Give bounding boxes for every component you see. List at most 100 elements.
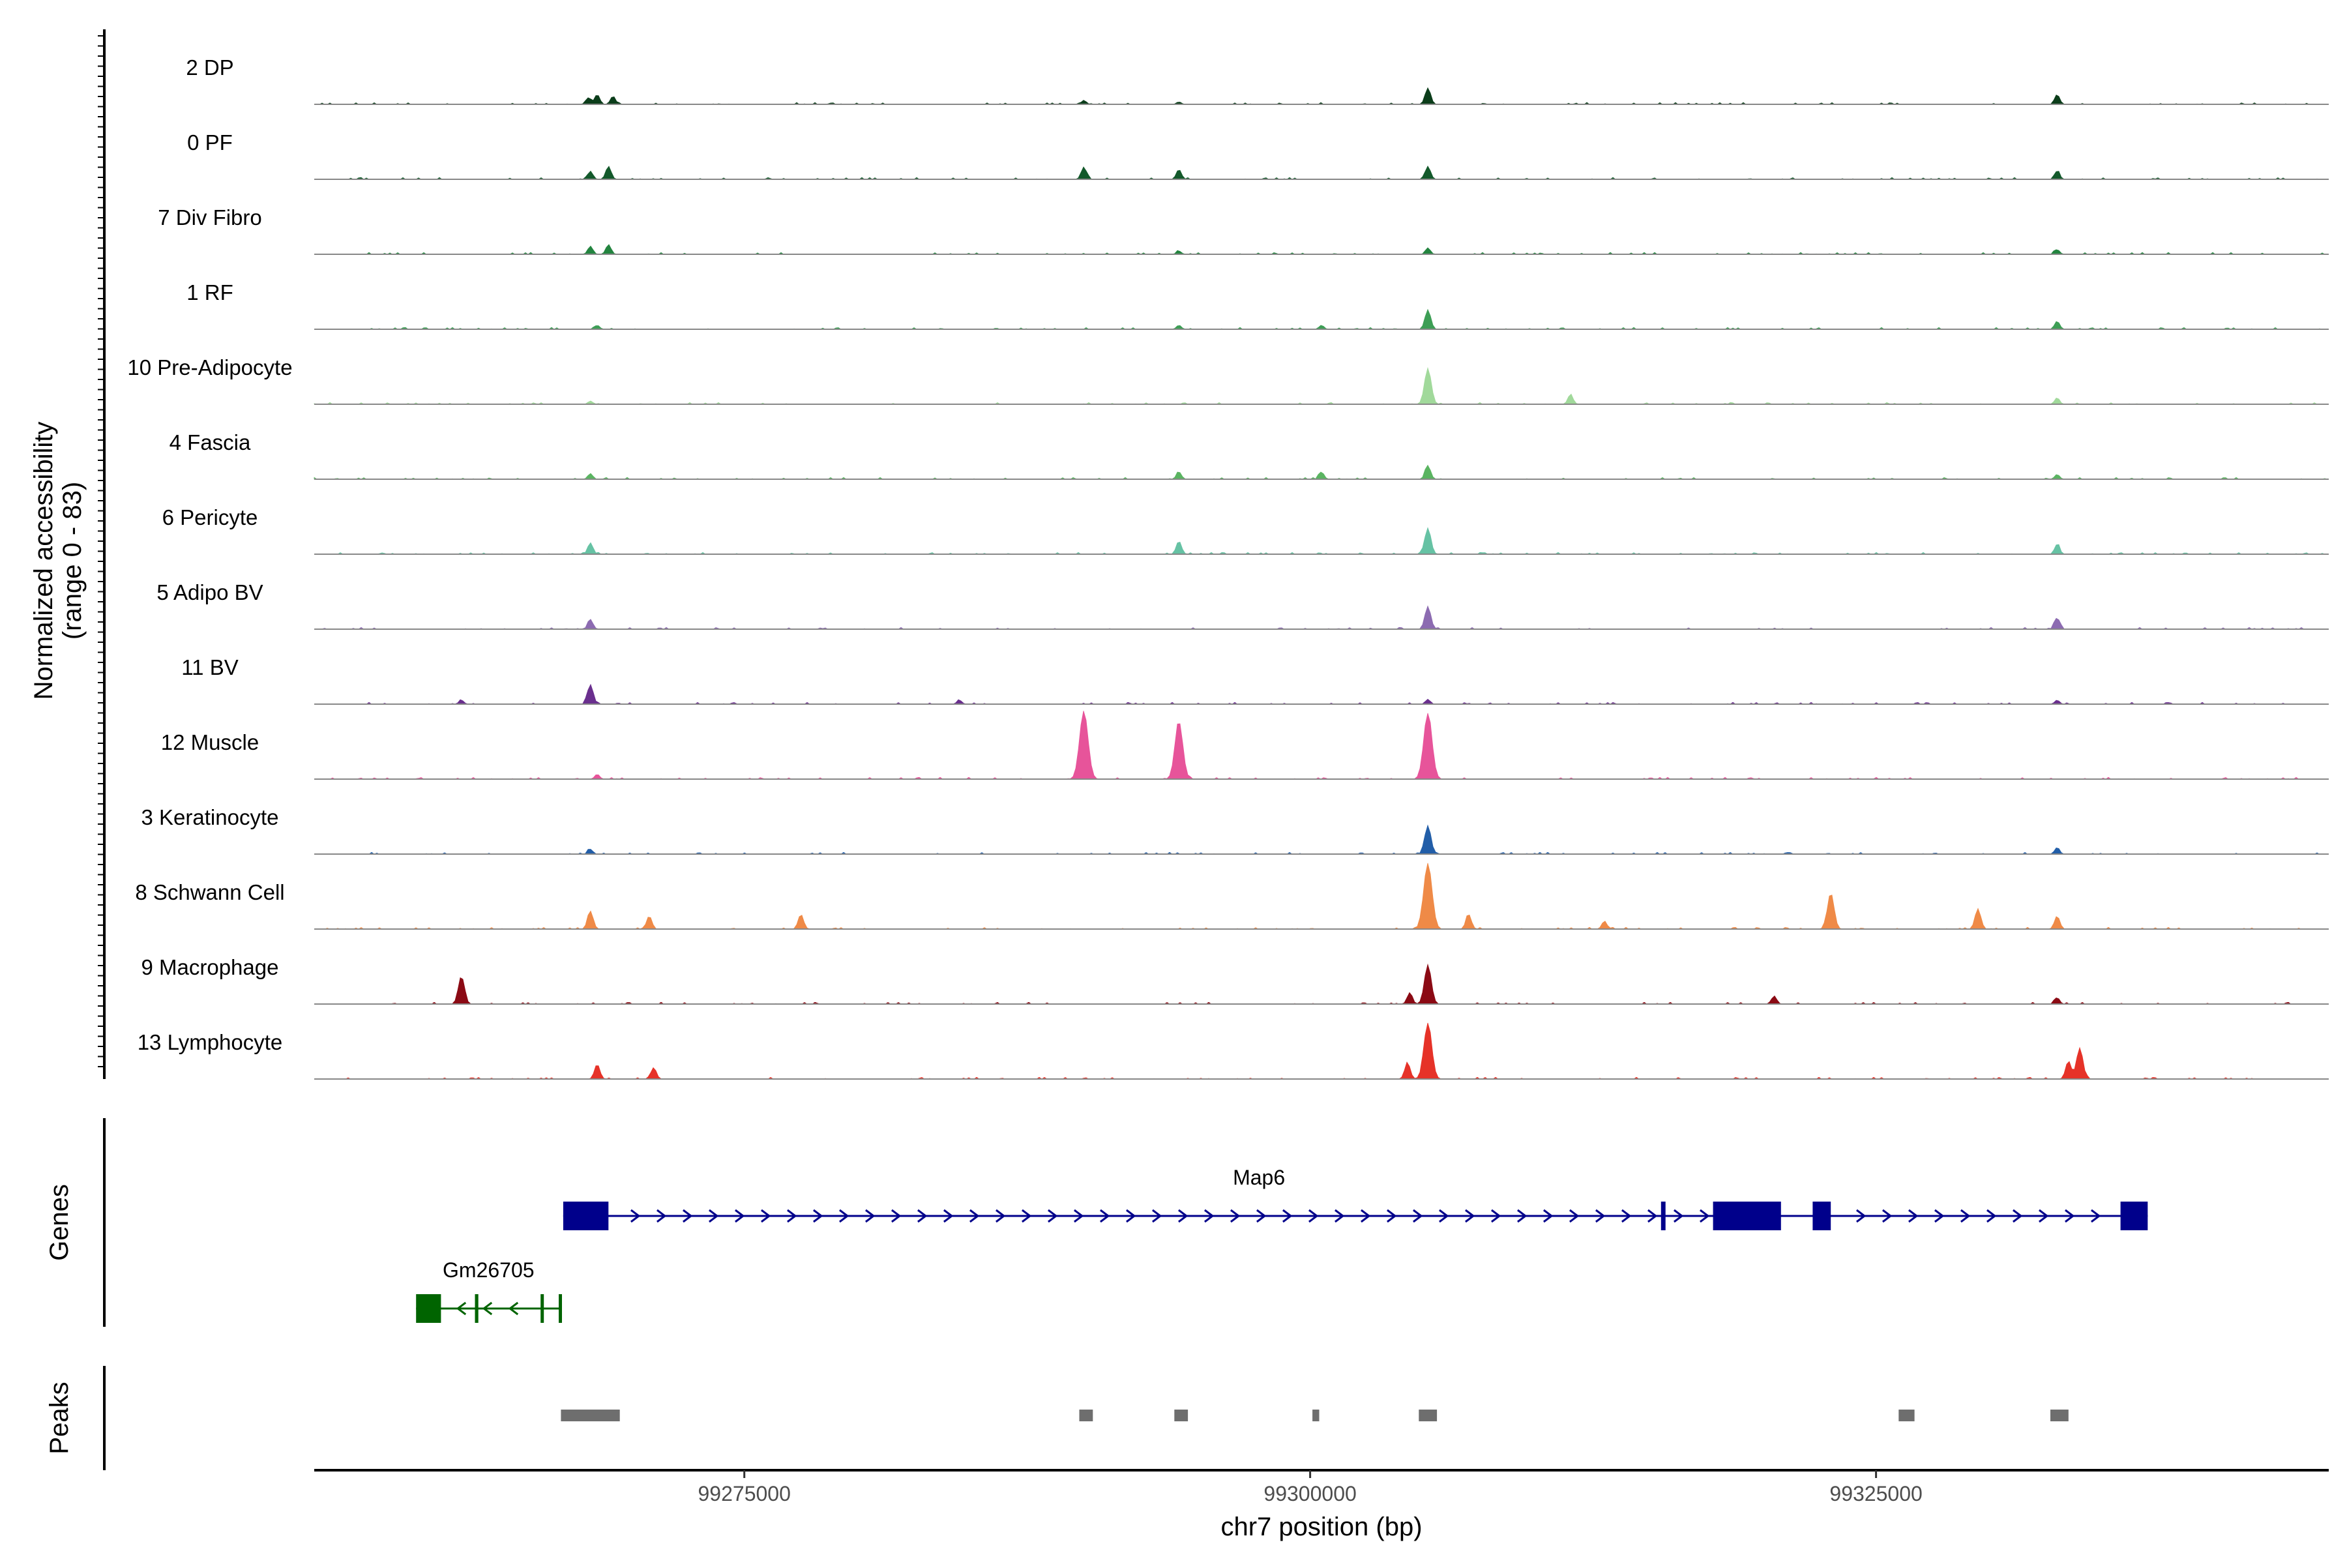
coverage-area <box>314 165 2329 180</box>
track-2: 7 Div Fibro <box>158 205 2329 255</box>
strand-chevron <box>1022 1209 1032 1223</box>
strand-chevron <box>1465 1209 1475 1223</box>
strand-chevron <box>839 1209 849 1223</box>
x-axis-title: chr7 position (bp) <box>1220 1513 1422 1541</box>
strand-chevron <box>482 1301 493 1316</box>
strand-chevron <box>1595 1209 1606 1223</box>
strand-chevron <box>1621 1209 1632 1223</box>
gene-exon <box>2120 1202 2148 1230</box>
track-label: 8 Schwann Cell <box>135 880 284 904</box>
track-label: 5 Adipo BV <box>156 580 263 604</box>
track-label: 7 Div Fibro <box>158 205 262 229</box>
peak-region <box>1419 1410 1438 1421</box>
strand-chevron <box>1986 1209 1997 1223</box>
track-3: 1 RF <box>186 280 2329 330</box>
track-13: 13 Lymphocyte <box>138 1022 2329 1080</box>
strand-chevron <box>508 1301 519 1316</box>
coverage-area <box>314 244 2329 255</box>
strand-chevron <box>1908 1209 1919 1223</box>
coverage-area <box>314 1022 2329 1080</box>
coverage-area <box>314 711 2329 780</box>
strand-chevron <box>1882 1209 1893 1223</box>
strand-chevron <box>1361 1209 1371 1223</box>
strand-chevron <box>996 1209 1006 1223</box>
peak-region <box>2050 1410 2069 1421</box>
gene-label: Map6 <box>1233 1166 1285 1189</box>
track-label: 0 PF <box>187 130 233 155</box>
strand-chevron <box>943 1209 954 1223</box>
track-label: 3 Keratinocyte <box>141 805 279 829</box>
gene-exon <box>559 1294 562 1323</box>
strand-chevron <box>1256 1209 1267 1223</box>
strand-chevron <box>1204 1209 1215 1223</box>
strand-chevron <box>891 1209 902 1223</box>
coverage-area <box>314 963 2329 1005</box>
track-label: 9 Macrophage <box>141 955 279 979</box>
x-axis-ticks: 99275000 99300000 99325000 <box>698 1470 1923 1505</box>
track-label: 1 RF <box>186 280 233 304</box>
strand-chevron <box>709 1209 719 1223</box>
strand-chevron <box>1517 1209 1528 1223</box>
gene-annotations: Map6 Gm26705 <box>416 1166 2148 1323</box>
strand-chevron <box>1674 1209 1684 1223</box>
strand-chevron <box>2065 1209 2075 1223</box>
peaks-panel-title: Peaks <box>45 1382 74 1454</box>
peak-region <box>1312 1410 1320 1421</box>
gene-exon <box>1713 1202 1781 1230</box>
strand-chevron <box>1178 1209 1188 1223</box>
strand-chevron <box>1308 1209 1319 1223</box>
strand-chevron <box>1413 1209 1423 1223</box>
coverage-area <box>314 683 2329 705</box>
track-label: 6 Pericyte <box>162 505 258 529</box>
gene-1: Gm26705 <box>416 1258 562 1323</box>
peak-region <box>1898 1410 1915 1421</box>
coverage-area <box>314 87 2329 105</box>
gene-exon <box>540 1294 544 1323</box>
strand-chevron <box>1569 1209 1580 1223</box>
coverage-area <box>314 605 2329 630</box>
track-label: 13 Lymphocyte <box>138 1030 283 1054</box>
peak-region <box>1079 1410 1093 1421</box>
strand-chevron <box>1439 1209 1449 1223</box>
track-5: 4 Fascia <box>170 430 2329 480</box>
track-11: 8 Schwann Cell <box>135 863 2329 930</box>
strand-chevron <box>1700 1209 1710 1223</box>
y-axis-title: Normalized accessibility (range 0 - 83) <box>29 422 87 700</box>
strand-chevron <box>630 1209 641 1223</box>
coverage-area <box>314 527 2329 555</box>
track-7: 5 Adipo BV <box>156 580 2329 630</box>
strand-chevron <box>2039 1209 2049 1223</box>
track-9: 12 Muscle <box>161 711 2329 780</box>
track-4: 10 Pre-Adipocyte <box>127 355 2329 405</box>
strand-chevron <box>865 1209 876 1223</box>
strand-chevron <box>456 1301 467 1316</box>
gene-exon <box>1812 1202 1831 1230</box>
y-axis-title-line2: (range 0 - 83) <box>58 482 87 640</box>
track-label: 2 DP <box>186 55 233 80</box>
strand-chevron <box>1100 1209 1110 1223</box>
strand-chevron <box>813 1209 823 1223</box>
track-0: 2 DP <box>186 55 2329 105</box>
track-8: 11 BV <box>181 655 2329 705</box>
strand-chevron <box>2013 1209 2023 1223</box>
track-10: 3 Keratinocyte <box>141 805 2329 855</box>
strand-chevron <box>1543 1209 1554 1223</box>
y-axis-ticks <box>98 35 104 1067</box>
track-label: 12 Muscle <box>161 730 259 754</box>
coverage-tracks: 2 DP 0 PF 7 Div Fibro 1 RF 10 Pre-Adipocyte 4… <box>127 55 2329 1080</box>
track-12: 9 Macrophage <box>141 955 2329 1005</box>
track-label: 10 Pre-Adipocyte <box>127 355 292 379</box>
strand-chevron <box>1048 1209 1058 1223</box>
strand-chevron <box>657 1209 667 1223</box>
strand-chevron <box>1647 1209 1658 1223</box>
peak-region <box>561 1410 620 1421</box>
gene-exon <box>475 1294 479 1323</box>
strand-chevron <box>2091 1209 2101 1223</box>
gene-label: Gm26705 <box>443 1258 535 1282</box>
strand-chevron <box>1282 1209 1293 1223</box>
strand-chevron <box>917 1209 928 1223</box>
strand-chevron <box>1960 1209 1971 1223</box>
gene-exon <box>563 1202 609 1230</box>
coverage-area <box>314 308 2329 330</box>
